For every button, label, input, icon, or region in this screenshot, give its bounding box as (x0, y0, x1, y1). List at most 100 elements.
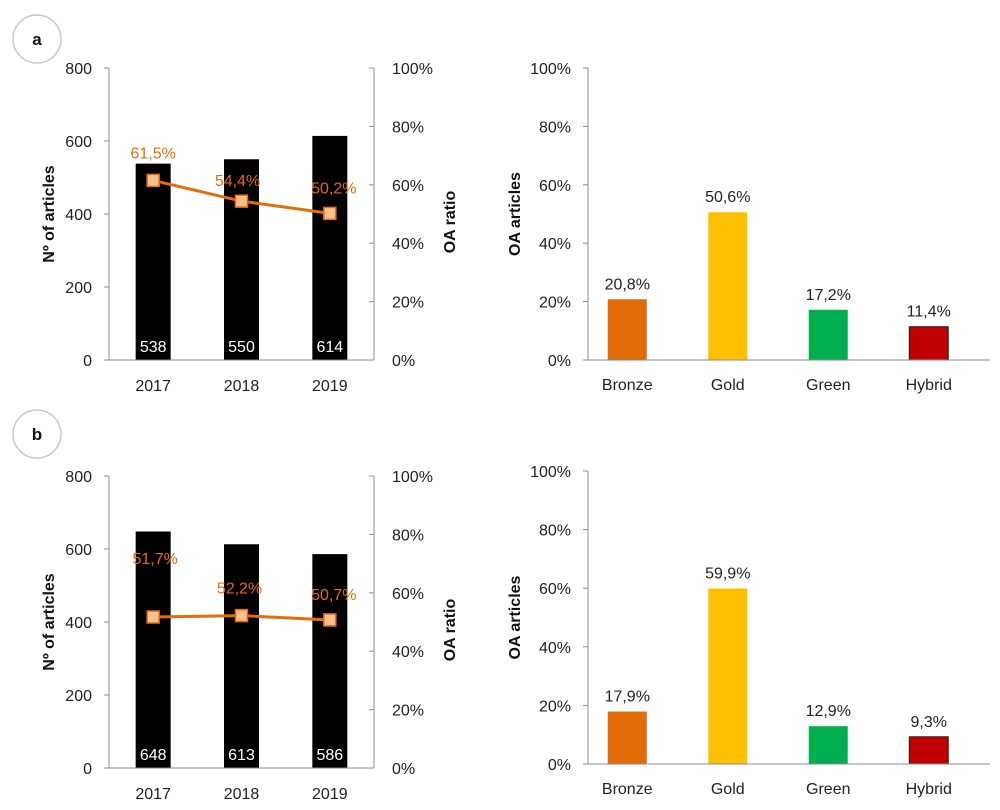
x-tick-label: Gold (711, 377, 745, 394)
y-axis-title: OA articles (507, 172, 524, 256)
left-tick-label: 600 (65, 134, 92, 151)
x-tick-label: 2018 (224, 378, 260, 395)
chart-a-oa-types: 20,8% Bronze 50,6% Gold 17,2% Green 11,4% Hybri… (507, 61, 990, 394)
left-tick-label: 400 (65, 615, 92, 632)
y-tick-label: 80% (539, 523, 571, 540)
oa-ratio-label: 50,7% (311, 587, 356, 604)
x-tick-label: Gold (711, 781, 745, 798)
right-tick-label: 20% (392, 295, 424, 312)
left-tick-label: 600 (65, 542, 92, 559)
y-tick-label: 40% (539, 236, 571, 253)
oa-ratio-label: 52,2% (217, 581, 262, 598)
right-tick-label: 40% (392, 644, 424, 661)
bar-green (808, 726, 848, 764)
panel-b-circle (12, 409, 62, 459)
x-tick-label: 2018 (224, 786, 260, 803)
bar-value-label: 586 (316, 747, 343, 764)
left-tick-label: 800 (65, 61, 92, 78)
oa-ratio-label: 61,5% (130, 145, 175, 162)
x-tick-label: Green (806, 377, 850, 394)
chart-a-articles-oa-ratio: 538 550 614 0 200 400 600 800 0% 20% 40% 60% 80% 100%… (41, 61, 459, 395)
bar-value-label: 20,8% (605, 276, 650, 293)
bar-hybrid (908, 736, 949, 765)
oa-ratio-label: 50,2% (311, 180, 356, 197)
bar-value-label: 9,3% (911, 714, 947, 731)
right-tick-label: 80% (392, 119, 424, 136)
x-tick-label: Bronze (602, 781, 653, 798)
x-tick-label: Hybrid (906, 377, 952, 394)
y-tick-label: 0% (548, 353, 571, 370)
y-tick-label: 100% (530, 464, 571, 481)
right-axis-title: OA ratio (442, 599, 459, 662)
bar-value-label: 59,9% (705, 565, 750, 582)
y-tick-label: 0% (548, 757, 571, 774)
bar-2017 (135, 531, 171, 768)
bar-value-label: 11,4% (907, 304, 951, 321)
y-tick-label: 20% (539, 295, 571, 312)
x-tick-label: Green (806, 781, 850, 798)
bar-bronze (607, 299, 647, 360)
bar-gold (708, 588, 748, 764)
right-tick-label: 100% (392, 469, 433, 486)
oa-ratio-marker (323, 613, 337, 627)
bar-green (808, 309, 848, 360)
bar-2018 (224, 544, 259, 768)
bar-2018 (224, 159, 259, 360)
bar-gold (708, 212, 748, 360)
x-tick-label: 2019 (312, 378, 348, 395)
bar-value-label: 648 (140, 747, 167, 764)
right-tick-label: 40% (392, 236, 424, 253)
left-tick-label: 0 (83, 353, 92, 370)
x-tick-label: Bronze (602, 377, 653, 394)
bar-value-label: 50,6% (705, 189, 750, 206)
bar-value-label: 613 (228, 747, 255, 764)
chart-b-oa-types: 17,9% Bronze 59,9% Gold 12,9% Green 9,3% Hybrid… (507, 464, 990, 798)
bar-hybrid (908, 326, 949, 361)
right-tick-label: 0% (392, 761, 415, 778)
bar-value-label: 614 (316, 339, 343, 356)
y-axis-title: OA articles (507, 575, 524, 659)
oa-ratio-marker (146, 173, 160, 188)
y-tick-label: 60% (539, 178, 571, 195)
y-tick-label: 40% (539, 640, 571, 657)
x-tick-label: 2017 (135, 786, 171, 803)
bar-2017 (135, 163, 171, 360)
bar-2019 (312, 135, 348, 360)
panel-a-badge: a (12, 14, 62, 64)
left-tick-label: 0 (83, 761, 92, 778)
right-tick-label: 60% (392, 178, 424, 195)
bar-value-label: 17,9% (605, 689, 650, 706)
panel-b-label: b (32, 425, 42, 444)
y-tick-label: 100% (530, 61, 571, 78)
bar-value-label: 550 (228, 339, 255, 356)
left-axis-title: Nº of articles (41, 165, 58, 263)
x-tick-label: Hybrid (906, 781, 952, 798)
y-tick-label: 60% (539, 581, 571, 598)
right-tick-label: 20% (392, 703, 424, 720)
chart-b-articles-oa-ratio: 648 613 586 0 200 400 600 800 0% 20% 40% 60% 80% 100%… (41, 469, 459, 803)
bar-value-label: 17,2% (806, 287, 851, 304)
bar-bronze (607, 711, 647, 764)
bar-2019 (312, 554, 348, 768)
right-tick-label: 60% (392, 586, 424, 603)
right-tick-label: 80% (392, 527, 424, 544)
panel-a-circle (12, 14, 62, 64)
oa-ratio-marker (234, 608, 249, 623)
bar-value-label: 12,9% (806, 703, 851, 720)
left-tick-label: 200 (65, 688, 92, 705)
x-tick-label: 2017 (135, 378, 171, 395)
left-tick-label: 400 (65, 207, 92, 224)
left-axis-title: Nº of articles (41, 573, 58, 671)
oa-ratio-marker (146, 610, 160, 624)
oa-ratio-label: 54,4% (215, 173, 260, 190)
panel-b-badge: b (12, 409, 62, 459)
oa-ratio-label: 51,7% (132, 551, 177, 568)
left-tick-label: 200 (65, 280, 92, 297)
y-tick-label: 80% (539, 119, 571, 136)
oa-ratio-marker (323, 206, 337, 221)
left-tick-label: 800 (65, 469, 92, 486)
right-axis-title: OA ratio (442, 191, 459, 254)
right-tick-label: 0% (392, 353, 415, 370)
bar-value-label: 538 (140, 339, 167, 356)
